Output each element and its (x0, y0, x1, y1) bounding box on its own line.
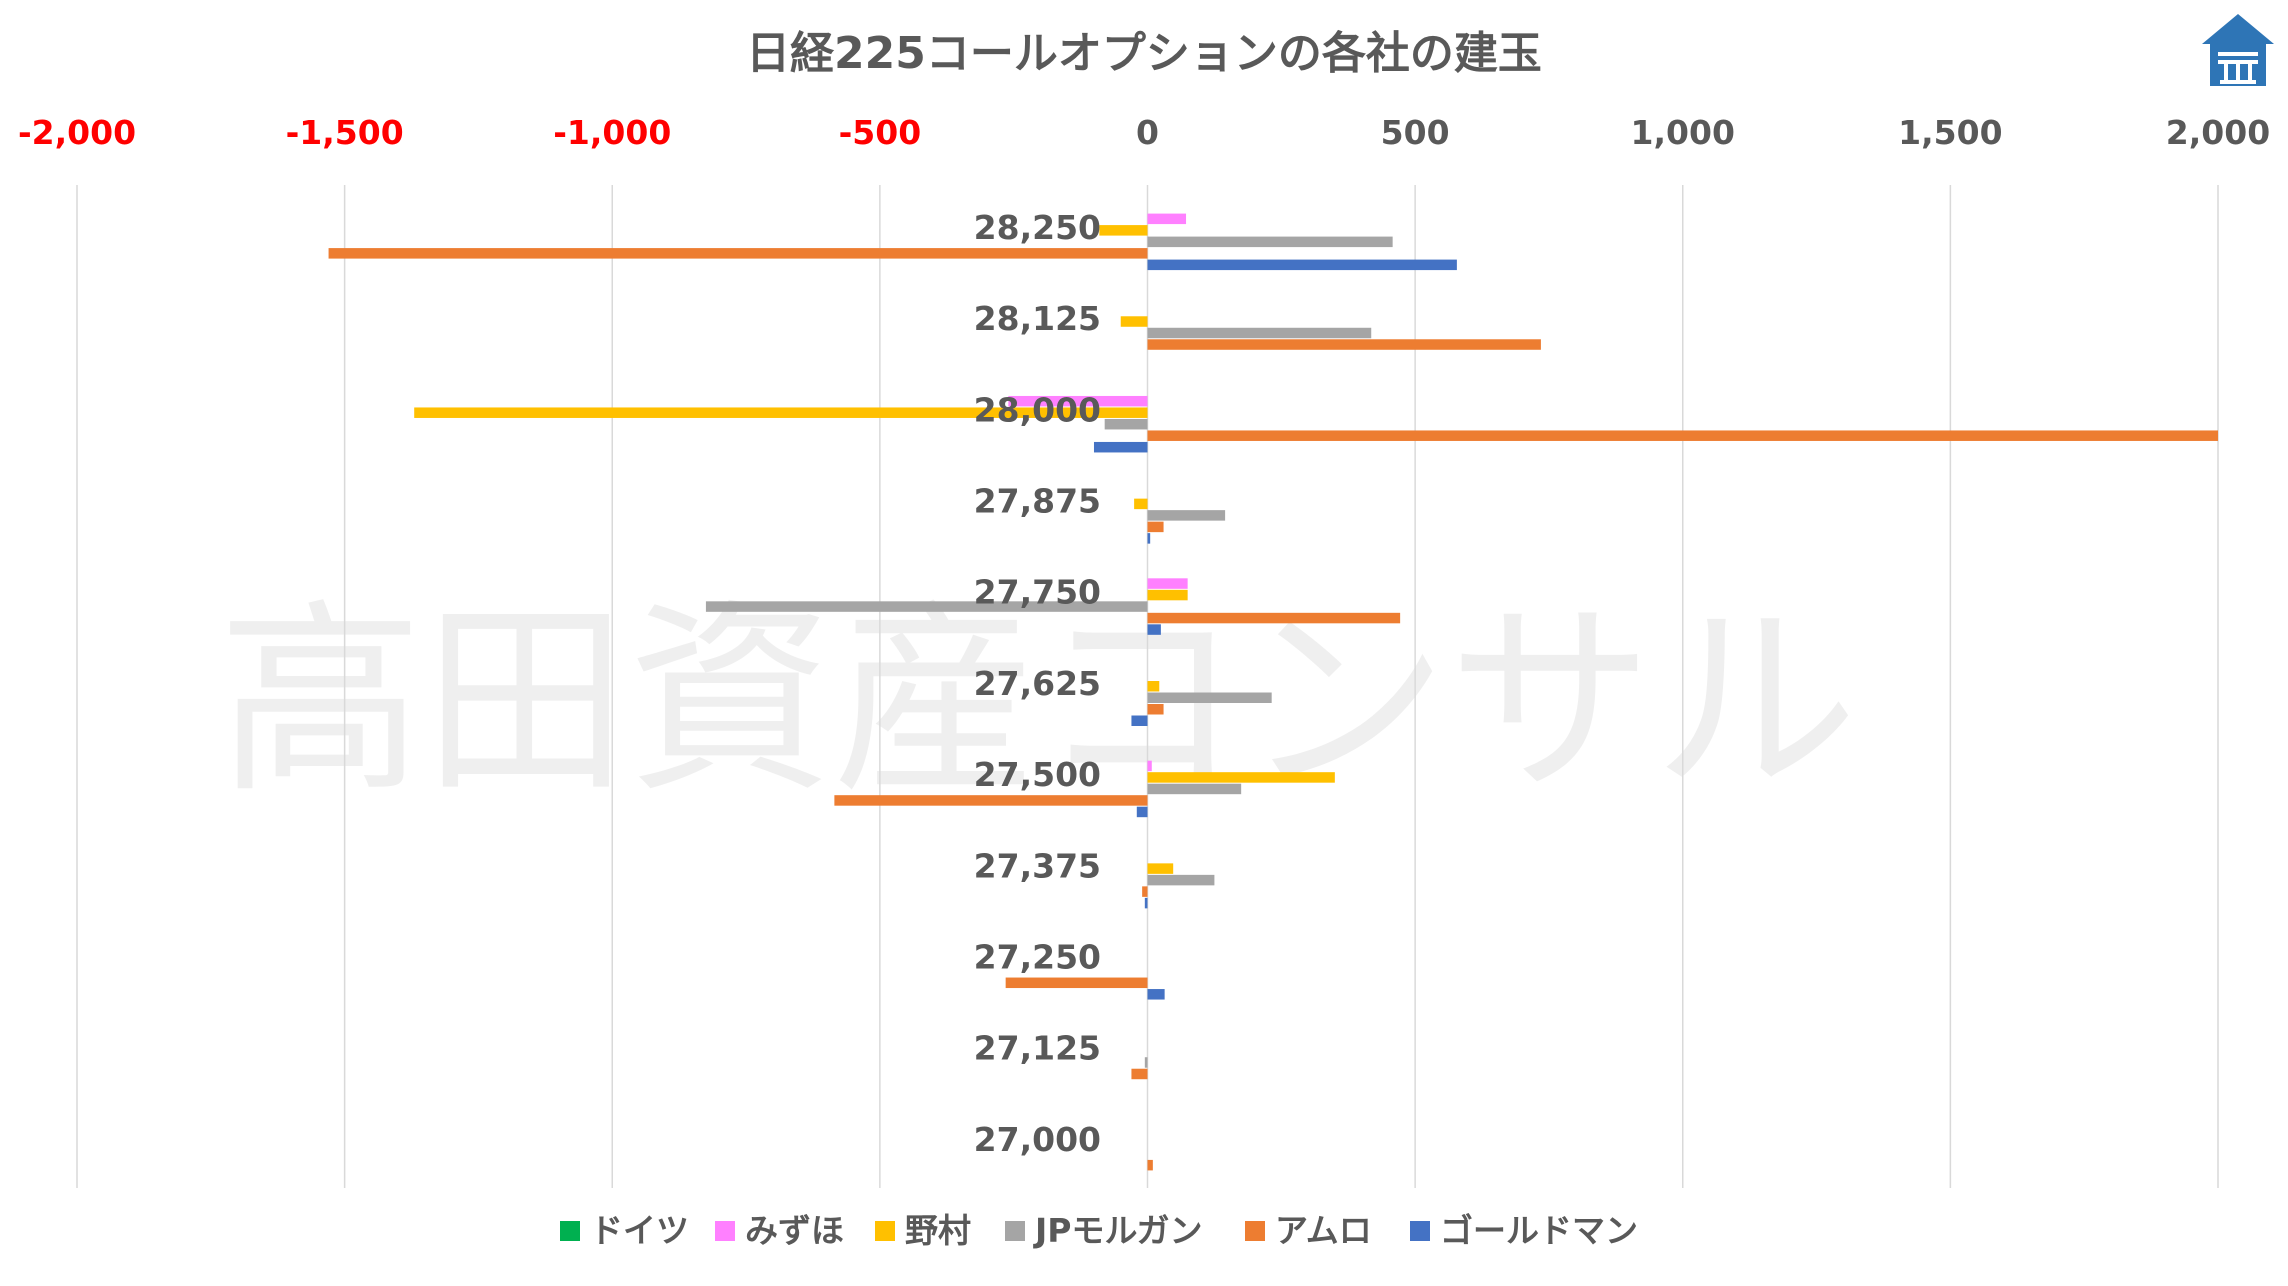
logo-icon (2202, 14, 2274, 86)
bar-アムロ-27,250 (1005, 977, 1148, 989)
bar-ゴールドマン-28,000 (1093, 441, 1148, 453)
logo-mark (2218, 52, 2258, 84)
bar-みずほ-27,500 (1147, 760, 1152, 772)
legend-label-ドイツ: ドイツ (590, 1211, 689, 1250)
bar-JPモルガン-28,250 (1147, 236, 1393, 248)
bar-JPモルガン-28,125 (1147, 327, 1372, 339)
legend: ドイツ みずほ 野村 JPモルガン アムロ ゴールドマン (560, 1211, 1638, 1250)
chart-title: 日経225コールオプションの各社の建玉 (746, 28, 1542, 79)
bar-野村-27,500 (1147, 772, 1335, 783)
bar-JPモルガン-28,000 (1104, 418, 1148, 430)
bar-野村-28,250 (1099, 225, 1148, 236)
legend-label-野村: 野村 (905, 1211, 971, 1250)
legend-swatch-アムロ (1245, 1221, 1265, 1241)
bar-みずほ-28,250 (1147, 213, 1187, 225)
x-tick-label: -1,000 (553, 113, 671, 152)
x-tick-label: 500 (1381, 113, 1450, 152)
x-tick-label: 1,000 (1631, 113, 1735, 152)
bar-野村-28,125 (1120, 316, 1148, 327)
bar-アムロ-27,625 (1147, 704, 1164, 715)
bar-ゴールドマン-27,875 (1147, 533, 1151, 544)
category-label: 27,500 (974, 755, 1101, 794)
category-label: 28,250 (974, 208, 1101, 247)
category-label: 27,750 (974, 573, 1101, 612)
logo-roof (2202, 14, 2274, 44)
bar-野村-27,875 (1134, 498, 1148, 510)
gridlines (76, 185, 2219, 1188)
x-tick-label: 2,000 (2166, 113, 2270, 152)
category-label: 27,250 (974, 937, 1101, 976)
bar-ゴールドマン-27,375 (1144, 897, 1148, 909)
legend-label-アムロ: アムロ (1275, 1211, 1372, 1250)
category-label: 27,125 (974, 1029, 1101, 1068)
x-tick-label: 1,500 (1898, 113, 2002, 152)
category-label: 27,375 (974, 846, 1101, 885)
legend-swatch-ゴールドマン (1410, 1221, 1430, 1241)
category-label: 28,000 (974, 390, 1101, 429)
bar-JPモルガン-27,375 (1147, 874, 1215, 886)
bar-アムロ-27,375 (1142, 886, 1148, 897)
bar-JPモルガン-27,875 (1147, 510, 1226, 521)
legend-label-ゴールドマン: ゴールドマン (1440, 1211, 1638, 1250)
bar-アムロ-28,250 (328, 248, 1148, 259)
bar-アムロ-27,125 (1131, 1068, 1148, 1080)
category-label: 27,875 (974, 482, 1101, 521)
category-labels: 28,250 28,125 28,000 27,875 27,750 27,625 27,5… (974, 208, 1101, 1159)
bar-アムロ-28,125 (1147, 339, 1541, 350)
bar-アムロ-27,000 (1147, 1159, 1153, 1171)
watermark-text: 高田資産コンサル (218, 583, 1858, 821)
bar-野村-27,375 (1147, 863, 1174, 874)
bars (328, 213, 2218, 1171)
bar-ゴールドマン-28,250 (1147, 259, 1457, 271)
x-tick-label: -2,000 (18, 113, 136, 152)
bar-アムロ-27,750 (1147, 612, 1401, 624)
bar-ゴールドマン-27,250 (1147, 989, 1165, 1000)
bar-アムロ-28,000 (1147, 430, 2218, 441)
category-label: 28,125 (974, 299, 1101, 338)
bar-野村-27,750 (1147, 589, 1188, 601)
category-label: 27,000 (974, 1120, 1101, 1159)
bar-野村-28,000 (414, 407, 1148, 418)
legend-swatch-ドイツ (560, 1221, 580, 1241)
bar-ゴールドマン-27,625 (1131, 715, 1148, 726)
x-tick-label: -1,500 (286, 113, 404, 152)
bar-JPモルガン-27,625 (1147, 692, 1272, 703)
legend-swatch-みずほ (715, 1221, 735, 1241)
bar-アムロ-27,875 (1147, 521, 1164, 533)
bar-JPモルガン-27,750 (705, 601, 1148, 612)
x-tick-labels: -2,000 -1,500 -1,000 -500 0 500 1,000 1,500 2,00… (18, 113, 2270, 152)
legend-swatch-JPモルガン (1005, 1221, 1025, 1241)
bar-JPモルガン-27,125 (1144, 1057, 1148, 1068)
bar-JPモルガン-27,500 (1147, 783, 1242, 795)
bar-ゴールドマン-27,750 (1147, 624, 1161, 635)
x-tick-label: 0 (1136, 113, 1159, 152)
bar-みずほ-27,750 (1147, 578, 1188, 589)
bar-アムロ-27,500 (834, 795, 1148, 806)
legend-swatch-野村 (875, 1221, 895, 1241)
x-tick-label: -500 (839, 113, 922, 152)
bar-野村-27,625 (1147, 681, 1160, 692)
legend-label-みずほ: みずほ (745, 1211, 844, 1250)
category-label: 27,625 (974, 664, 1101, 703)
bar-みずほ-28,000 (1008, 395, 1148, 407)
legend-label-JPモルガン: JPモルガン (1033, 1211, 1202, 1250)
bar-ゴールドマン-27,500 (1136, 806, 1148, 818)
